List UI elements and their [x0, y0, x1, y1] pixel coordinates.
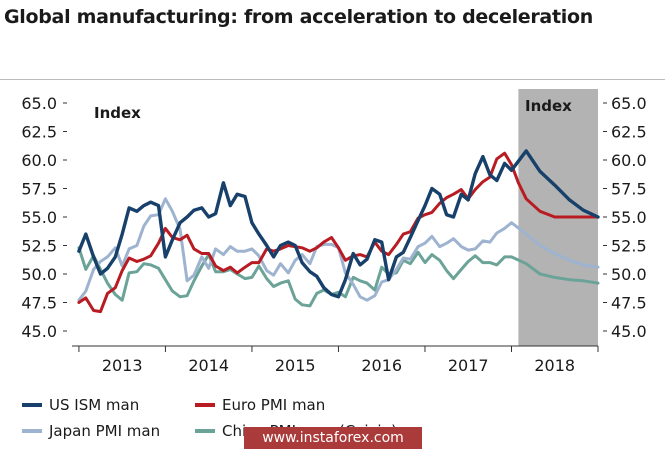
legend-label-japan-pmi: Japan PMI man — [49, 422, 161, 440]
y-tick-label-left: 50.0 — [21, 265, 57, 284]
title-divider — [0, 79, 665, 80]
line-chart: 65.0 62.5 60.0 57.5 55.0 52.5 50.0 47.5 45.0 65.… — [21, 89, 647, 375]
series-line-euro-pmi-man — [77, 151, 600, 314]
y-tick-label-right: 65.0 — [611, 94, 647, 113]
x-tick-label: 2013 — [102, 356, 143, 375]
watermark-link[interactable]: www.instaforex.com — [244, 427, 422, 449]
x-tick-label: 2016 — [361, 356, 402, 375]
y-tick-label-right: 50.0 — [611, 265, 647, 284]
y-axis-left: 65.0 62.5 60.0 57.5 55.0 52.5 50.0 47.5 45.0 — [21, 94, 67, 341]
y-tick-label-left: 60.0 — [21, 151, 57, 170]
left-axis-label: Index — [94, 104, 141, 122]
series-line-china-pmi-man-caixin — [77, 246, 600, 308]
y-tick-label-right: 62.5 — [611, 123, 647, 142]
x-tick-label: 2018 — [534, 356, 575, 375]
y-tick-label-right: 55.0 — [611, 208, 647, 227]
y-tick-label-left: 57.5 — [21, 180, 57, 199]
y-axis-right: 65.0 62.5 60.0 57.5 55.0 52.5 50.0 47.5 45.0 — [603, 94, 647, 341]
legend-swatch-euro-pmi — [195, 403, 215, 407]
y-tick-label-left: 65.0 — [21, 94, 57, 113]
y-tick-label-right: 60.0 — [611, 151, 647, 170]
y-tick-label-left: 55.0 — [21, 208, 57, 227]
series-line-us-ism-man — [77, 149, 600, 299]
x-axis: 2013 2014 2015 2016 2017 2018 — [78, 346, 599, 375]
y-tick-label-left: 62.5 — [21, 123, 57, 142]
right-axis-label: Index — [525, 97, 572, 115]
x-tick-label: 2014 — [188, 356, 229, 375]
legend-swatch-us-ism — [22, 403, 42, 407]
y-tick-label-right: 52.5 — [611, 237, 647, 256]
y-tick-label-right: 47.5 — [611, 294, 647, 313]
legend-item-japan-pmi: Japan PMI man — [22, 420, 160, 442]
x-tick-label: 2015 — [275, 356, 316, 375]
legend-swatch-japan-pmi — [22, 429, 42, 433]
legend-label-us-ism: US ISM man — [49, 396, 140, 414]
y-tick-label-left: 52.5 — [21, 237, 57, 256]
series-lines — [77, 149, 600, 314]
legend-label-euro-pmi: Euro PMI man — [222, 396, 326, 414]
legend-item-us-ism: US ISM man — [22, 394, 139, 416]
chart-title: Global manufacturing: from acceleration … — [4, 6, 593, 28]
legend-swatch-china-pmi — [195, 429, 215, 433]
y-tick-label-left: 45.0 — [21, 322, 57, 341]
y-tick-label-left: 47.5 — [21, 294, 57, 313]
legend-item-euro-pmi: Euro PMI man — [195, 394, 325, 416]
y-tick-label-right: 45.0 — [611, 322, 647, 341]
x-tick-label: 2017 — [448, 356, 489, 375]
y-tick-label-right: 57.5 — [611, 180, 647, 199]
